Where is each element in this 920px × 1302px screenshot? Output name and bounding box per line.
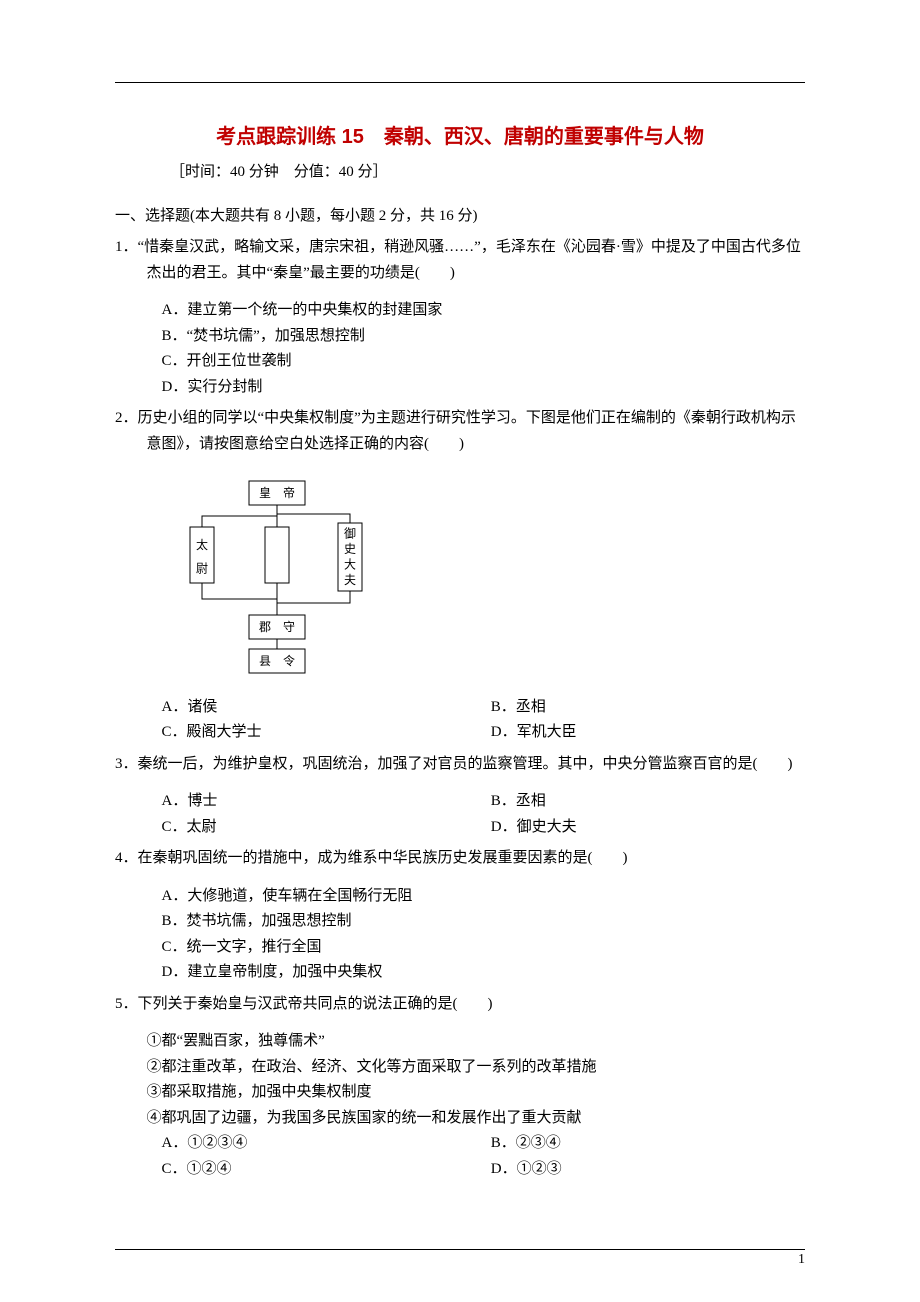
options-right-col: B．丞相 D．御史大夫	[476, 789, 805, 840]
option-a: A．大修驰道，使车辆在全国畅行无阻	[147, 884, 806, 910]
svg-text:夫: 夫	[344, 573, 356, 587]
option-d: D．御史大夫	[491, 815, 805, 841]
option-c: C．殿阁大学士	[162, 720, 476, 746]
option-d: D．建立皇帝制度，加强中央集权	[147, 960, 806, 986]
doc-title: 考点跟踪训练 15 秦朝、西汉、唐朝的重要事件与人物	[115, 120, 805, 154]
svg-text:史: 史	[344, 542, 356, 556]
question-5-sub-1: ①都“罢黜百家，独尊儒术”	[115, 1029, 805, 1055]
page: 考点跟踪训练 15 秦朝、西汉、唐朝的重要事件与人物 ［时间：40 分钟 分值：…	[0, 0, 920, 1302]
option-b: B．“焚书坑儒”，加强思想控制	[147, 324, 806, 350]
question-number: 5．	[115, 996, 138, 1012]
question-2-options: A．诸侯 C．殿阁大学士 B．丞相 D．军机大臣	[115, 695, 805, 746]
option-d: D．实行分封制	[147, 375, 806, 401]
option-d: D．军机大臣	[491, 720, 805, 746]
question-5-stem: 5．下列关于秦始皇与汉武帝共同点的说法正确的是( )	[115, 992, 805, 1018]
question-5-sub-2: ②都注重改革，在政治、经济、文化等方面采取了一系列的改革措施	[115, 1055, 805, 1081]
question-4-options: A．大修驰道，使车辆在全国畅行无阻 B．焚书坑儒，加强思想控制 C．统一文字，推…	[115, 884, 805, 986]
option-b: B．丞相	[491, 695, 805, 721]
qin-admin-diagram: 皇 帝太尉 御史大夫郡 守县 令	[115, 469, 805, 689]
option-a: A．博士	[162, 789, 476, 815]
question-text: 历史小组的同学以“中央集权制度”为主题进行研究性学习。下图是他们正在编制的《秦朝…	[138, 410, 796, 452]
svg-text:尉: 尉	[196, 561, 208, 576]
question-3-stem: 3．秦统一后，为维护皇权，巩固统治，加强了对官员的监察管理。其中，中央分管监察百…	[115, 752, 805, 778]
option-c: C．太尉	[162, 815, 476, 841]
svg-text:郡 守: 郡 守	[259, 620, 295, 634]
question-4-stem: 4．在秦朝巩固统一的措施中，成为维系中华民族历史发展重要因素的是( )	[115, 846, 805, 872]
svg-text:大: 大	[344, 558, 356, 572]
svg-text:县 令: 县 令	[259, 653, 295, 668]
doc-meta: ［时间：40 分钟 分值：40 分］	[115, 160, 805, 186]
option-b: B．②③④	[491, 1131, 805, 1157]
question-number: 1．	[115, 239, 138, 255]
options-right-col: B．②③④ D．①②③	[476, 1131, 805, 1182]
question-1-options: A．建立第一个统一的中央集权的封建国家 B．“焚书坑儒”，加强思想控制 C．开创…	[115, 298, 805, 400]
question-number: 4．	[115, 850, 138, 866]
option-c: C．①②④	[162, 1157, 476, 1183]
question-text: 在秦朝巩固统一的措施中，成为维系中华民族历史发展重要因素的是( )	[138, 850, 628, 866]
option-b: B．丞相	[491, 789, 805, 815]
option-c: C．开创王位世袭制	[147, 349, 806, 375]
options-left-col: A．诸侯 C．殿阁大学士	[147, 695, 476, 746]
footer-rule	[115, 1249, 805, 1250]
question-5-sub-4: ④都巩固了边疆，为我国多民族国家的统一和发展作出了重大贡献	[115, 1106, 805, 1132]
option-c: C．统一文字，推行全国	[147, 935, 806, 961]
page-number: 1	[798, 1248, 805, 1272]
options-left-col: A．①②③④ C．①②④	[147, 1131, 476, 1182]
question-text: “惜秦皇汉武，略输文采，唐宗宋祖，稍逊风骚……”，毛泽东在《沁园春·雪》中提及了…	[138, 239, 801, 281]
option-b: B．焚书坑儒，加强思想控制	[147, 909, 806, 935]
org-chart-svg: 皇 帝太尉 御史大夫郡 守县 令	[154, 469, 384, 679]
question-5-options: A．①②③④ C．①②④ B．②③④ D．①②③	[115, 1131, 805, 1182]
question-number: 2．	[115, 410, 138, 426]
section-1-header: 一、选择题(本大题共有 8 小题，每小题 2 分，共 16 分)	[115, 204, 805, 230]
header-rule	[115, 82, 805, 83]
question-2-stem: 2．历史小组的同学以“中央集权制度”为主题进行研究性学习。下图是他们正在编制的《…	[115, 406, 805, 457]
option-a: A．建立第一个统一的中央集权的封建国家	[147, 298, 806, 324]
option-d: D．①②③	[491, 1157, 805, 1183]
options-right-col: B．丞相 D．军机大臣	[476, 695, 805, 746]
question-number: 3．	[115, 756, 138, 772]
svg-text:皇 帝: 皇 帝	[259, 485, 295, 500]
option-a: A．①②③④	[162, 1131, 476, 1157]
question-3-options: A．博士 C．太尉 B．丞相 D．御史大夫	[115, 789, 805, 840]
options-left-col: A．博士 C．太尉	[147, 789, 476, 840]
question-text: 秦统一后，为维护皇权，巩固统治，加强了对官员的监察管理。其中，中央分管监察百官的…	[138, 756, 793, 772]
question-1-stem: 1．“惜秦皇汉武，略输文采，唐宗宋祖，稍逊风骚……”，毛泽东在《沁园春·雪》中提…	[115, 235, 805, 286]
question-text: 下列关于秦始皇与汉武帝共同点的说法正确的是( )	[138, 996, 493, 1012]
svg-text:御: 御	[344, 526, 356, 541]
svg-text:太: 太	[196, 537, 208, 552]
question-5-sub-3: ③都采取措施，加强中央集权制度	[115, 1080, 805, 1106]
option-a: A．诸侯	[162, 695, 476, 721]
